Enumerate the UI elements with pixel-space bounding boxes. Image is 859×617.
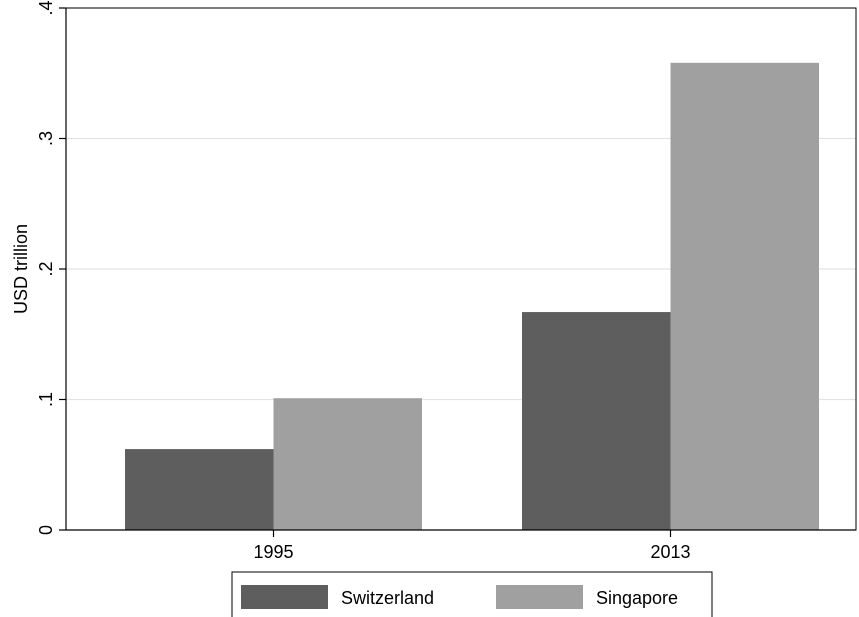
- legend-swatch-switzerland: [241, 585, 328, 609]
- y-axis-label: USD trillion: [11, 224, 31, 314]
- y-tick-label: .4: [36, 0, 56, 15]
- bar-singapore-2013: [670, 62, 819, 531]
- x-tick-label: 2013: [650, 542, 690, 562]
- legend-label-switzerland: Switzerland: [341, 588, 434, 608]
- y-tick-label: 0: [36, 525, 56, 535]
- x-ticks: 1995 2013: [253, 530, 691, 562]
- legend-label-singapore: Singapore: [596, 588, 678, 608]
- bar-singapore-1995: [273, 398, 422, 530]
- y-tick-label: .1: [36, 392, 56, 407]
- y-tick-label: .3: [36, 131, 56, 146]
- legend: Switzerland Singapore: [231, 571, 713, 617]
- legend-swatch-singapore: [496, 585, 583, 609]
- y-ticks: 0 .1 .2 .3 .4: [36, 0, 66, 535]
- bar-switzerland-1995: [125, 449, 274, 530]
- bar-switzerland-2013: [522, 312, 671, 530]
- x-tick-label: 1995: [253, 542, 293, 562]
- bars: [125, 62, 819, 531]
- y-tick-label: .2: [36, 261, 56, 276]
